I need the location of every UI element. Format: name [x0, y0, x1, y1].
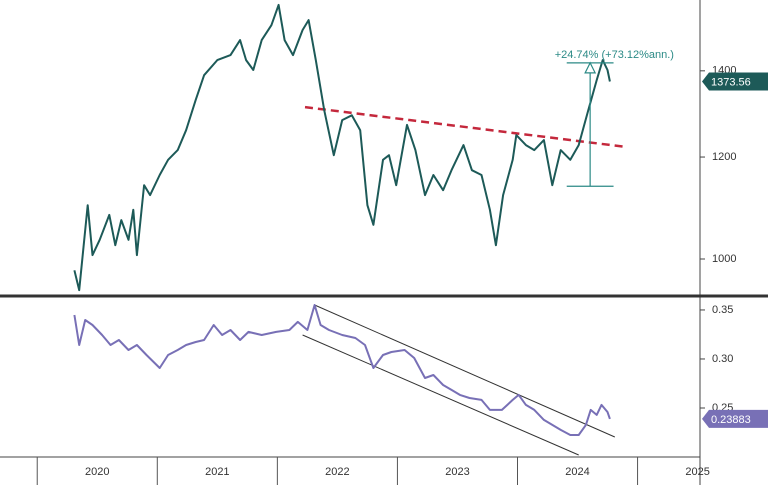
last-value-label: 1373.56: [711, 76, 751, 88]
x-tick-label: 2023: [445, 466, 469, 478]
channel-line: [314, 304, 616, 438]
y-tick-label: 1000: [712, 253, 736, 265]
y-tick-label: 1200: [712, 151, 736, 163]
last-value-box: [702, 72, 768, 91]
price-line: [73, 304, 611, 436]
x-tick-label: 2024: [565, 466, 589, 478]
price-line: [73, 3, 611, 292]
trend-line: [304, 105, 626, 149]
plot-area: [73, 304, 616, 456]
measure-label: +24.74% (+73.12%ann.): [555, 49, 674, 61]
x-tick-label: 2022: [325, 466, 349, 478]
x-tick-label: 2021: [205, 466, 229, 478]
y-tick-label: 0.30: [712, 353, 733, 365]
arrow-head: [584, 61, 597, 74]
last-value-label: 0.23883: [711, 414, 751, 426]
x-tick-label: 2020: [85, 466, 109, 478]
plot-area: [73, 3, 626, 292]
last-value-box: [702, 409, 768, 428]
channel-line: [302, 334, 579, 456]
y-tick-label: 0.35: [712, 304, 733, 316]
x-tick-label: 2025: [685, 466, 709, 478]
